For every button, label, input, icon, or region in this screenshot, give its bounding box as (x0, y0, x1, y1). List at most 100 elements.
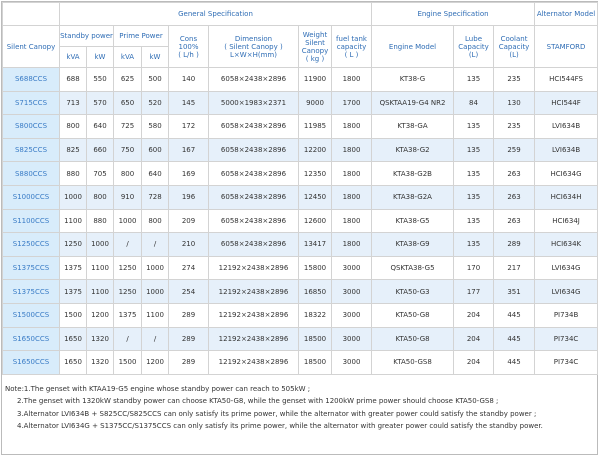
note-line: 3.Alternator LVI634B + S825CC/S825CCS ca… (17, 409, 537, 418)
column-header: Silent Canopy (2, 25, 60, 68)
data-cell: 263 (493, 161, 536, 186)
data-cell: / (113, 232, 142, 257)
spec-table: General Specification Engine Specificatio… (2, 2, 599, 375)
data-cell: 1500 (59, 302, 87, 328)
data-cell: 12192×2438×2896 (208, 350, 299, 375)
data-cell: 135 (453, 161, 495, 186)
data-cell: 1000 (141, 279, 169, 304)
data-row: S1375CCS 1375 1100 1250 1000 274 12192×2438×28… (2, 255, 599, 281)
model-cell: S715CCS (2, 90, 60, 116)
model-cell: S800CCS (2, 114, 60, 139)
data-cell: 1100 (86, 255, 114, 281)
data-cell: 660 (86, 137, 114, 163)
model-cell: S1100CCS (2, 208, 60, 234)
data-cell: KTA38-G5 (371, 208, 455, 234)
data-cell: 1800 (330, 67, 373, 92)
header-line: ( L ) (344, 50, 359, 59)
data-cell: 1100 (86, 279, 114, 304)
data-cell: 445 (493, 302, 536, 328)
data-cell: KTA50-G8 (371, 302, 455, 328)
model-cell: S1000CCS (2, 184, 60, 210)
data-cell: 713 (59, 90, 87, 116)
data-cell: 351 (493, 279, 536, 304)
note-line: 2.The genset with 1320kW standby power c… (17, 397, 499, 406)
header-line: ( kg ) (305, 54, 325, 63)
data-cell: 204 (453, 326, 495, 352)
data-cell: 135 (453, 232, 495, 257)
data-cell: 209 (168, 208, 209, 234)
data-cell: 445 (493, 326, 536, 352)
data-cell: 6058×2438×2896 (208, 208, 299, 234)
data-cell: 880 (59, 161, 87, 186)
model-cell: S1375CCS (2, 255, 60, 281)
group-header: Engine Specification (371, 2, 536, 26)
blank-cell (2, 2, 60, 26)
data-cell: 12450 (298, 184, 332, 210)
data-cell: PI734C (534, 326, 599, 352)
column-header: Coolant Capacity (L) (493, 25, 536, 68)
data-cell: 1375 (113, 302, 142, 328)
unit-header: kVA (59, 46, 87, 68)
header-line: Capacity (498, 42, 530, 51)
data-cell: 12600 (298, 208, 332, 234)
data-cell: PI734B (534, 302, 599, 328)
data-cell: HCI634J (534, 208, 599, 234)
data-cell: 1100 (141, 302, 169, 328)
data-cell: KTA50-GS8 (371, 350, 455, 375)
data-cell: / (113, 326, 142, 352)
column-header: fuel tank capacity( L ) (330, 25, 373, 68)
data-cell: 263 (493, 208, 536, 234)
model-cell: S1375CCS (2, 279, 60, 304)
data-cell: 1000 (113, 208, 142, 234)
data-cell: 3000 (330, 350, 373, 375)
data-cell: 289 (168, 302, 209, 328)
data-cell: 445 (493, 350, 536, 375)
data-cell: 11900 (298, 67, 332, 92)
header-line: L×W×H(mm) (230, 50, 277, 59)
column-header: Standby power (59, 25, 114, 47)
data-cell: KT38-G (371, 67, 455, 92)
data-cell: 650 (113, 90, 142, 116)
data-cell: 640 (86, 114, 114, 139)
model-cell: S1650CCS (2, 350, 60, 375)
data-cell: 135 (453, 184, 495, 210)
data-cell: 16850 (298, 279, 332, 304)
header-line: Capacity (458, 42, 489, 51)
data-cell: 880 (86, 208, 114, 234)
data-cell: 12200 (298, 137, 332, 163)
data-cell: KT38-GA (371, 114, 455, 139)
data-cell: 750 (113, 137, 142, 163)
data-cell: 3000 (330, 255, 373, 281)
data-cell: QSKTAA19-G4 NR2 (371, 90, 455, 116)
data-cell: 1320 (86, 326, 114, 352)
data-cell: / (141, 232, 169, 257)
data-cell: 3000 (330, 302, 373, 328)
column-header: Prime Power (113, 25, 169, 47)
data-cell: 140 (168, 67, 209, 92)
model-cell: S1650CCS (2, 326, 60, 352)
data-cell: 289 (493, 232, 536, 257)
data-cell: LVI634B (534, 137, 599, 163)
header-line: Silent (305, 38, 325, 47)
data-cell: 640 (141, 161, 169, 186)
data-cell: 274 (168, 255, 209, 281)
header-line: fuel tank (336, 34, 367, 43)
data-cell: 135 (453, 208, 495, 234)
unit-header: kW (86, 46, 114, 68)
model-cell: S880CCS (2, 161, 60, 186)
data-cell: 1800 (330, 114, 373, 139)
data-cell: 550 (86, 67, 114, 92)
data-cell: LVI634G (534, 255, 599, 281)
data-cell: 130 (493, 90, 536, 116)
data-cell: 12192×2438×2896 (208, 255, 299, 281)
model-cell: S1250CCS (2, 232, 60, 257)
data-row: S880CCS 880 705 800 640 169 6058×2438×2896 1235… (2, 161, 599, 186)
data-cell: 800 (86, 184, 114, 210)
data-cell: 1250 (59, 232, 87, 257)
data-cell: 289 (168, 350, 209, 375)
data-row: S800CCS 800 640 725 580 172 6058×2438×2896 1198… (2, 114, 599, 139)
model-cell: S1500CCS (2, 302, 60, 328)
data-row: S1000CCS 1000 800 910 728 196 6058×2438×2896 12… (2, 184, 599, 210)
